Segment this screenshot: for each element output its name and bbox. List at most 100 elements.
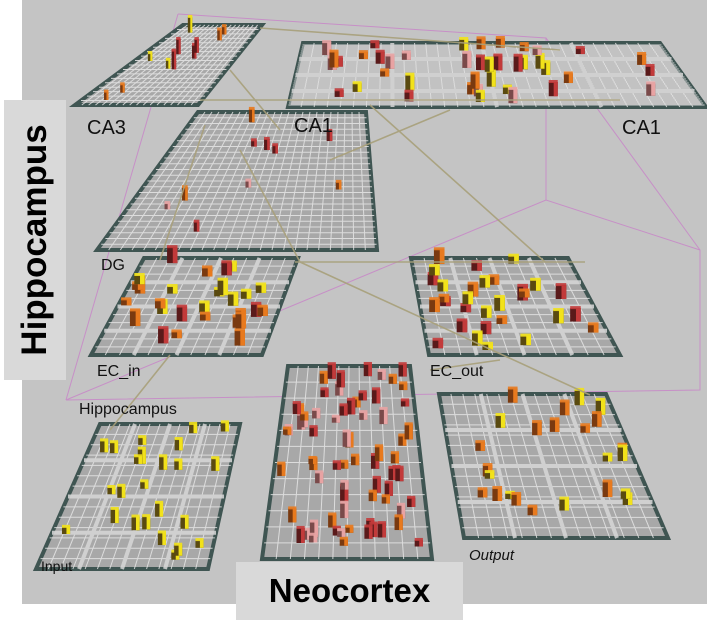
unit-orange-top: [603, 479, 613, 482]
unit-red-top: [370, 40, 379, 43]
unit-red-top: [372, 387, 380, 390]
layer-label-input: Input: [41, 558, 72, 574]
unit-orange-top: [580, 423, 590, 426]
unit-orange-face: [404, 383, 408, 390]
unit-yellow-top: [472, 330, 483, 333]
unit-orange-top: [382, 494, 390, 497]
unit-red-face: [377, 389, 381, 403]
unit-yellow-top: [107, 485, 115, 488]
unit-yellow-top: [218, 278, 228, 281]
hippocampus-panel: Hippocampus: [4, 100, 66, 380]
unit-orange-face: [513, 389, 517, 403]
unit-orange-face: [324, 373, 328, 384]
unit-yellow-face: [500, 297, 505, 311]
unit-yellow-face: [443, 281, 448, 291]
unit-red-face: [498, 55, 502, 70]
unit-orange-top: [528, 505, 538, 508]
unit-red-top: [385, 481, 393, 484]
unit-red-top: [476, 55, 485, 58]
unit-pink-top: [322, 40, 331, 43]
unit-red-face: [438, 340, 443, 348]
unit-red-face: [562, 285, 567, 299]
unit-yellow-face: [216, 458, 220, 471]
unit-red-top: [337, 370, 345, 373]
unit-orange-face: [476, 73, 480, 88]
unit-red-top: [376, 50, 385, 53]
unit-orange-top: [283, 427, 291, 430]
unit-yellow-top: [256, 282, 266, 285]
unit-red-face: [297, 403, 301, 414]
unit-yellow-top: [199, 300, 209, 303]
unit-orange-face: [533, 507, 537, 516]
unit-yellow-face: [487, 307, 492, 317]
unit-red-top: [272, 143, 278, 146]
unit-pink-face: [317, 410, 321, 419]
unit-orange-face: [597, 413, 601, 427]
unit-yellow-top: [180, 515, 188, 518]
unit-red-top: [378, 521, 386, 524]
unit-yellow-top: [508, 254, 519, 257]
unit-red-face: [389, 483, 393, 496]
unit-orange-top: [336, 180, 342, 183]
unit-orange-face: [206, 314, 211, 321]
unit-yellow-face: [623, 447, 627, 462]
unit-red-face: [554, 82, 558, 96]
unit-yellow-face: [179, 545, 183, 556]
unit-red-top: [373, 476, 381, 479]
unit-orange-face: [586, 425, 590, 433]
unit-yellow-top: [241, 289, 251, 292]
unit-red-face: [197, 39, 199, 53]
unit-yellow-face: [194, 424, 198, 433]
unit-pink-top: [462, 51, 471, 54]
unit-pink-face: [390, 55, 394, 68]
unit-red-face: [325, 389, 329, 397]
unit-pink-top: [508, 87, 517, 90]
unit-red-top: [395, 466, 403, 469]
unit-yellow-face: [608, 455, 612, 462]
unit-orange-face: [293, 508, 297, 522]
unit-orange-top: [222, 24, 227, 27]
unit-pink-top: [385, 53, 394, 56]
unit-red-face: [519, 56, 523, 72]
unit-yellow-face: [114, 442, 118, 453]
unit-orange-face: [106, 92, 108, 100]
unit-orange-top: [483, 463, 493, 466]
unit-red-top: [576, 46, 585, 49]
unit-orange-top: [492, 486, 502, 489]
unit-pink-top: [340, 480, 348, 483]
layer-label-ec-in: EC_in: [97, 363, 141, 380]
unit-yellow-face: [536, 280, 541, 291]
unit-red-face: [363, 392, 367, 400]
unit-yellow-face: [145, 481, 149, 488]
unit-orange-top: [508, 387, 518, 390]
unit-red-top: [194, 37, 199, 40]
unit-yellow-top: [159, 454, 167, 457]
unit-orange-face: [435, 299, 440, 312]
unit-yellow-face: [468, 293, 473, 304]
unit-red-face: [412, 498, 416, 507]
unit-red-top: [404, 90, 413, 93]
unit-yellow-face: [115, 509, 119, 523]
unit-red-top: [359, 390, 367, 393]
unit-yellow-face: [162, 532, 166, 545]
unit-pink-top: [359, 410, 367, 413]
unit-orange-top: [550, 417, 560, 420]
unit-yellow-face: [66, 527, 70, 534]
unit-yellow-face: [136, 517, 140, 531]
unit-pink-top: [332, 415, 340, 418]
unit-red-face: [337, 462, 341, 469]
unit-yellow-top: [476, 90, 485, 93]
unit-yellow-face: [205, 302, 210, 312]
unit-yellow-top: [596, 398, 606, 401]
unit-orange-top: [588, 322, 599, 325]
unit-pink-top: [378, 369, 386, 372]
unit-red-top: [407, 496, 415, 499]
unit-red-top: [549, 80, 558, 83]
unit-orange-face: [185, 187, 188, 200]
unit-pink-top: [245, 179, 251, 182]
unit-yellow-face: [173, 286, 178, 294]
unit-orange-face: [537, 422, 541, 435]
unit-yellow-face: [234, 294, 239, 306]
unit-yellow-face: [626, 490, 630, 498]
unit-yellow-face: [159, 503, 163, 517]
